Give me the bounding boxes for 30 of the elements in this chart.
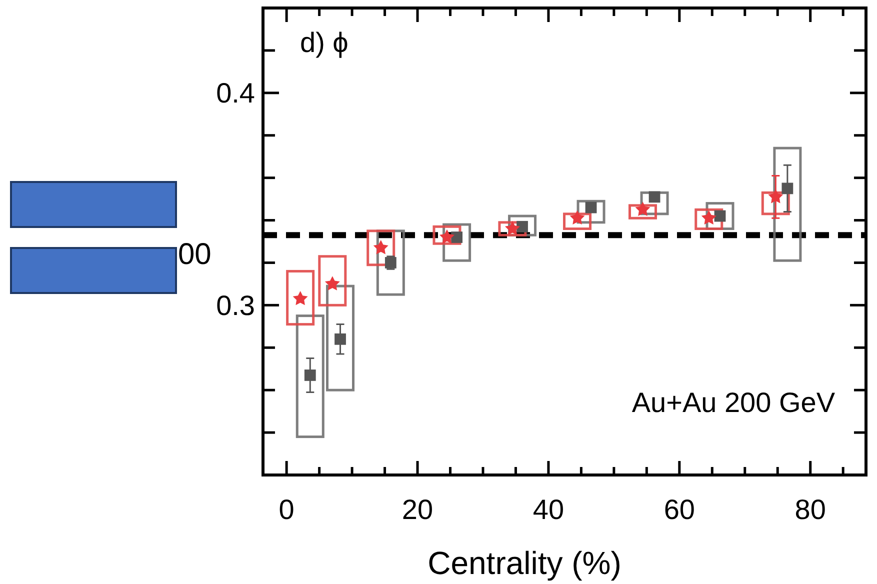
y-tick-label: 0.4 (216, 78, 255, 109)
point (635, 202, 650, 216)
y-tick-label: 0.3 (216, 290, 255, 321)
bar (286, 270, 315, 326)
x-tick-label: 40 (532, 494, 564, 525)
bar (640, 191, 669, 216)
point (782, 182, 794, 194)
x-tick-label: 20 (402, 494, 434, 525)
x-tick-label: 80 (794, 494, 826, 525)
bar (773, 146, 802, 262)
x-tick-label: 0 (278, 494, 294, 525)
bar (366, 230, 396, 266)
bar (628, 204, 657, 220)
point (304, 370, 316, 381)
bar (761, 191, 790, 216)
bar (498, 221, 527, 236)
point (648, 191, 660, 203)
bar (563, 212, 592, 230)
bar (694, 208, 724, 230)
point (334, 333, 346, 345)
y-axis-title: 00 (178, 238, 212, 271)
annotation: d) ϕ (300, 27, 348, 58)
bar (432, 225, 462, 245)
x-axis-title: Centrality (%) (428, 545, 622, 581)
annotation: Au+Au 200 GeV (632, 387, 836, 418)
bar (318, 255, 347, 306)
point (504, 220, 520, 236)
bar (576, 200, 606, 224)
x-tick-label: 60 (664, 494, 695, 525)
bar (442, 223, 472, 262)
